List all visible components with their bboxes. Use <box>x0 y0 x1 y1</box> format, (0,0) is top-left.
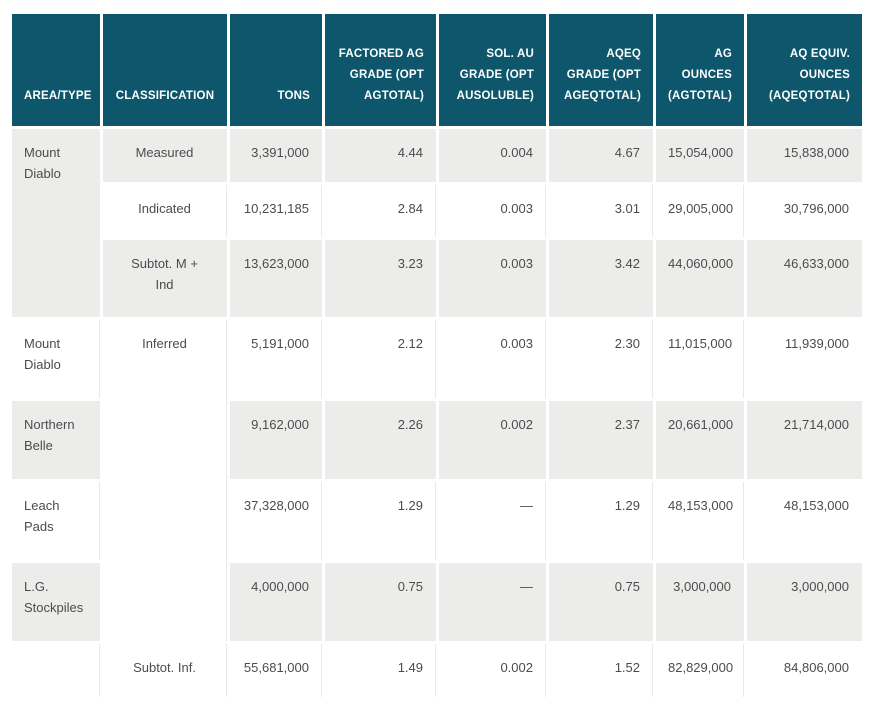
cell-area-type <box>12 644 100 697</box>
cell-ag-ounces: 48,153,000 <box>656 482 744 560</box>
cell-area-type: Leach Pads <box>12 482 100 560</box>
cell-area-type: Northern Belle <box>12 401 100 479</box>
cell-aqeq-grade: 1.52 <box>549 644 653 697</box>
table-row: Mount Diablo Inferred 5,191,000 2.12 0.0… <box>12 320 862 641</box>
column-header-ag-ounces: AG OUNCES (AGTOTAL) <box>656 14 744 126</box>
table-row: Northern Belle 9,162,000 2.26 0.002 2.37… <box>12 401 862 479</box>
cell-area-type: Mount Diablo <box>12 320 100 398</box>
cell-tons: 9,162,000 <box>230 401 322 479</box>
cell-aq-equiv-ounces: 48,153,000 <box>747 482 862 560</box>
cell-sol-au-grade: — <box>439 482 546 560</box>
cell-tons: 5,191,000 <box>230 320 322 398</box>
column-header-tons: TONS <box>230 14 322 126</box>
table-row: Mount Diablo Measured 3,391,000 4.44 0.0… <box>12 129 862 317</box>
cell-aqeq-grade: 1.29 <box>549 482 653 560</box>
cell-classification: Subtot. M + Ind <box>103 240 227 317</box>
cell-aq-equiv-ounces: 46,633,000 <box>747 240 862 317</box>
table-row: Subtot. Inf. 55,681,000 1.49 0.002 1.52 … <box>12 644 862 697</box>
cell-factored-ag-grade: 3.23 <box>325 240 436 317</box>
cell-sol-au-grade: 0.002 <box>439 401 546 479</box>
table-row: Indicated 10,231,185 2.84 0.003 3.01 29,… <box>12 185 862 237</box>
cell-aq-equiv-ounces: 84,806,000 <box>747 644 862 697</box>
cell-aq-equiv-ounces: 15,838,000 <box>747 129 862 182</box>
cell-factored-ag-grade: 2.84 <box>325 185 436 237</box>
cell-ag-ounces: 82,829,000 <box>656 644 744 697</box>
cell-factored-ag-grade: 1.29 <box>325 482 436 560</box>
cell-factored-ag-grade: 2.26 <box>325 401 436 479</box>
cell-ag-ounces: 20,661,000 <box>656 401 744 479</box>
cell-classification: Inferred <box>103 320 227 641</box>
cell-tons: 10,231,185 <box>230 185 322 237</box>
cell-sol-au-grade: — <box>439 563 546 641</box>
column-header-area-type: AREA/TYPE <box>12 14 100 126</box>
cell-area-type: L.G. Stockpiles <box>12 563 100 641</box>
table-row: Leach Pads 37,328,000 1.29 — 1.29 48,153… <box>12 482 862 560</box>
column-header-aqeq-grade: AQEQ GRADE (OPT AGEQTOTAL) <box>549 14 653 126</box>
cell-ag-ounces: 15,054,000 <box>656 129 744 182</box>
column-header-factored-ag-grade: FACTORED AG GRADE (OPT AGTOTAL) <box>325 14 436 126</box>
cell-tons: 55,681,000 <box>230 644 322 697</box>
cell-aqeq-grade: 0.75 <box>549 563 653 641</box>
table-row: Subtot. M + Ind 13,623,000 3.23 0.003 3.… <box>12 240 862 317</box>
cell-tons: 13,623,000 <box>230 240 322 317</box>
cell-factored-ag-grade: 0.75 <box>325 563 436 641</box>
cell-tons: 37,328,000 <box>230 482 322 560</box>
cell-ag-ounces: 44,060,000 <box>656 240 744 317</box>
table-row: L.G. Stockpiles 4,000,000 0.75 — 0.75 3,… <box>12 563 862 641</box>
cell-sol-au-grade: 0.003 <box>439 320 546 398</box>
mineral-resources-table-container: AREA/TYPE CLASSIFICATION TONS FACTORED A… <box>9 11 865 700</box>
cell-sol-au-grade: 0.002 <box>439 644 546 697</box>
cell-factored-ag-grade: 1.49 <box>325 644 436 697</box>
cell-classification: Subtot. Inf. <box>103 644 227 697</box>
column-header-classification: CLASSIFICATION <box>103 14 227 126</box>
cell-sol-au-grade: 0.004 <box>439 129 546 182</box>
cell-aq-equiv-ounces: 21,714,000 <box>747 401 862 479</box>
cell-sol-au-grade: 0.003 <box>439 240 546 317</box>
column-header-sol-au-grade: SOL. AU GRADE (OPT AUSOLUBLE) <box>439 14 546 126</box>
cell-tons: 3,391,000 <box>230 129 322 182</box>
cell-classification: Indicated <box>103 185 227 237</box>
cell-factored-ag-grade: 4.44 <box>325 129 436 182</box>
cell-aq-equiv-ounces: 30,796,000 <box>747 185 862 237</box>
cell-sol-au-grade: 0.003 <box>439 185 546 237</box>
cell-tons: 4,000,000 <box>230 563 322 641</box>
cell-ag-ounces: 29,005,000 <box>656 185 744 237</box>
cell-ag-ounces: 11,015,000 <box>656 320 744 398</box>
mineral-resources-table: AREA/TYPE CLASSIFICATION TONS FACTORED A… <box>9 11 865 700</box>
header-row: AREA/TYPE CLASSIFICATION TONS FACTORED A… <box>12 14 862 126</box>
cell-aqeq-grade: 4.67 <box>549 129 653 182</box>
cell-aqeq-grade: 2.30 <box>549 320 653 398</box>
cell-aqeq-grade: 2.37 <box>549 401 653 479</box>
cell-area-type: Mount Diablo <box>12 129 100 317</box>
cell-classification: Measured <box>103 129 227 182</box>
cell-aqeq-grade: 3.42 <box>549 240 653 317</box>
cell-aqeq-grade: 3.01 <box>549 185 653 237</box>
cell-ag-ounces: 3,000,000 <box>656 563 744 641</box>
cell-factored-ag-grade: 2.12 <box>325 320 436 398</box>
cell-aq-equiv-ounces: 11,939,000 <box>747 320 862 398</box>
column-header-aq-equiv-ounces: AQ EQUIV. OUNCES (AQEQTOTAL) <box>747 14 862 126</box>
cell-aq-equiv-ounces: 3,000,000 <box>747 563 862 641</box>
